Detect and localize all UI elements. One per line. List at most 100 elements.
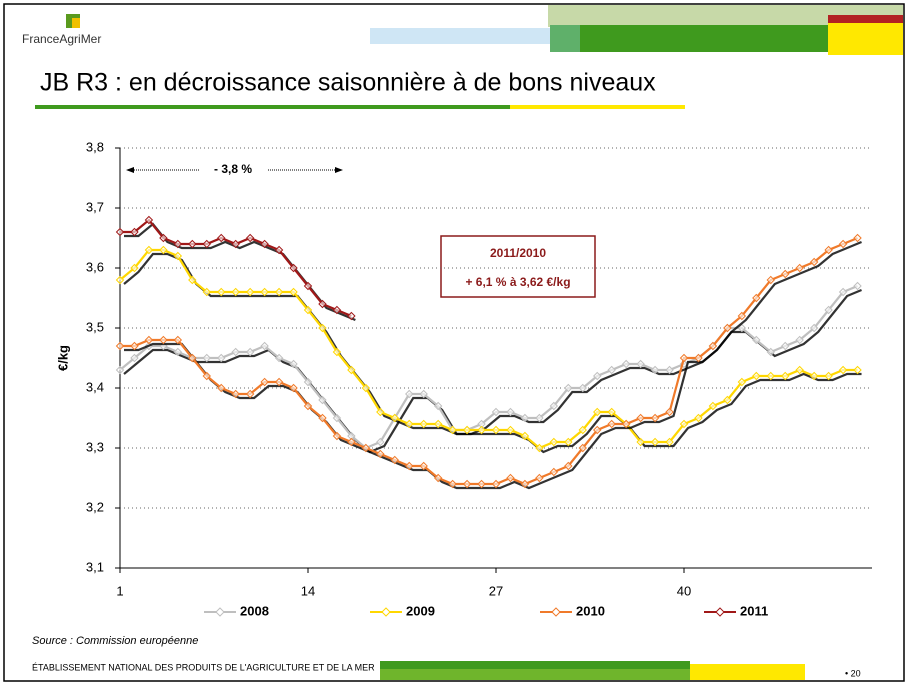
title-underline [510,105,685,109]
point [318,395,327,405]
point [549,401,559,411]
point [419,419,428,429]
point [578,443,587,453]
point [231,347,240,357]
point [824,371,833,381]
point [231,389,240,399]
header-bar [580,25,828,52]
point [173,335,183,345]
point [853,365,862,375]
point [144,335,154,345]
point [448,425,457,435]
arrow-head [126,167,134,173]
point [115,341,125,351]
point [795,335,804,345]
legend-label: 2011 [740,603,768,618]
point [173,239,183,249]
point [535,443,544,453]
point [318,323,327,333]
point [347,437,356,447]
point [593,407,602,417]
point [708,341,718,351]
point [433,401,443,411]
point [766,371,775,381]
point [795,365,804,375]
point [202,239,211,249]
y-tick-label: 3,2 [86,499,104,514]
point [274,377,284,387]
point [159,233,168,243]
point [144,245,154,255]
point [621,359,631,369]
point [636,359,645,369]
x-tick-label: 14 [301,583,315,598]
point [564,383,573,393]
point [144,341,154,351]
point [781,269,790,279]
point [318,299,327,309]
point [361,383,371,393]
point [607,407,616,417]
point [188,275,197,285]
point [130,341,139,351]
legend-label: 2008 [240,603,269,618]
annotation: + 6,1 % à 3,62 €/kg [465,275,570,289]
point [433,419,443,429]
point [303,401,313,411]
point [694,413,703,423]
point [578,383,587,393]
point [781,371,790,381]
point [115,365,125,375]
point [853,233,862,243]
point [405,389,414,399]
point [679,419,689,429]
point [202,371,211,381]
point [737,311,747,321]
point [332,305,342,315]
point [245,347,255,357]
point [347,311,356,321]
y-tick-label: 3,4 [86,379,104,394]
point [260,341,269,351]
annotation-box [440,235,596,298]
point [809,371,819,381]
point [289,359,298,369]
point [491,479,501,489]
point [260,377,269,387]
point [477,479,486,489]
point [809,257,819,267]
point [665,365,674,375]
point [650,365,660,375]
page-number: • 20 [845,668,861,678]
footer-bar [690,664,805,680]
point [549,467,559,477]
y-tick-label: 3,6 [86,259,104,274]
point [260,287,269,297]
y-tick-label: 3,8 [86,139,104,154]
point [838,365,848,375]
x-tick-label: 27 [489,583,503,598]
logo-icon-part [72,18,80,28]
point [390,413,399,423]
legend-label: 2010 [576,603,605,618]
legend-marker [551,607,561,617]
point [723,395,732,405]
point [665,437,674,447]
point [824,305,833,315]
point [318,413,327,423]
y-tick-label: 3,1 [86,559,104,574]
point [448,479,457,489]
point [853,281,862,291]
point [520,431,530,441]
point [303,377,313,387]
slide-title: JB R3 : en décroissance saisonnière à de… [40,69,656,97]
point [752,293,761,303]
y-axis-label: €/kg [55,345,70,371]
point [708,401,718,411]
point [332,347,342,357]
point [824,245,833,255]
point [781,341,790,351]
footer: ÉTABLISSEMENT NATIONAL DES PRODUITS DE L… [32,662,375,672]
point [564,461,573,471]
point [520,413,530,423]
